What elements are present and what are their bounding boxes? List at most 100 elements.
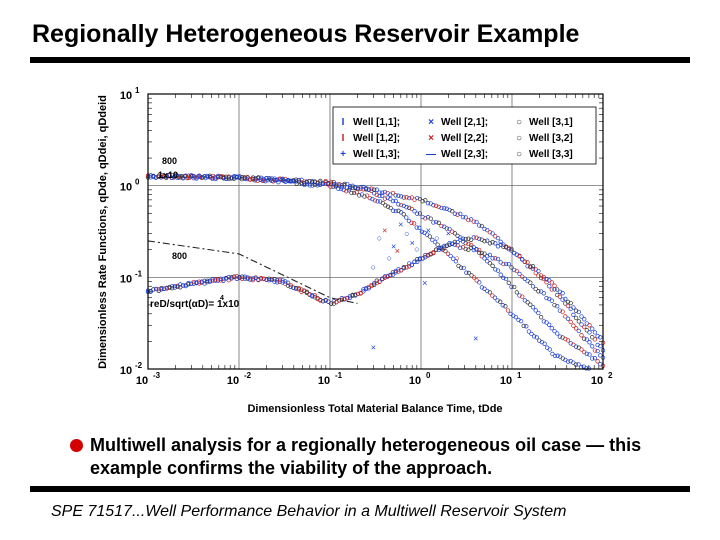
legend-symbol: ○: [516, 133, 522, 144]
data-point: [445, 251, 451, 256]
data-point: [598, 335, 603, 340]
data-point: [452, 211, 458, 216]
data-point: [283, 279, 288, 284]
data-point: [474, 219, 479, 225]
data-point: [350, 183, 355, 188]
data-point: [550, 351, 555, 357]
data-point: [328, 301, 334, 306]
data-point: [503, 304, 508, 309]
data-point: [571, 323, 576, 328]
data-point: [477, 247, 482, 253]
data-point: [260, 178, 265, 183]
data-point: [245, 276, 250, 281]
data-point: [336, 186, 341, 191]
data-point: [487, 261, 493, 266]
data-point: [393, 193, 398, 198]
data-point: [536, 268, 541, 274]
data-point: [518, 318, 524, 324]
data-point: [582, 317, 587, 322]
data-point: [565, 359, 571, 364]
data-point: [380, 190, 385, 195]
data-point: [361, 187, 366, 192]
data-point: [584, 351, 589, 356]
data-point: [409, 262, 414, 267]
data-point: [479, 250, 484, 256]
chart-annotation: reD/sqrt(αD)= 1x10: [150, 299, 240, 310]
data-point-marker: ×: [398, 220, 403, 230]
data-point: [328, 184, 333, 189]
data-point: [436, 204, 441, 210]
title-divider: [30, 57, 690, 63]
y-tick-label: 10: [120, 182, 132, 194]
data-point: [444, 243, 449, 248]
data-point: [576, 309, 581, 315]
data-point: [530, 264, 536, 269]
data-point: [264, 277, 269, 282]
data-point: [388, 272, 393, 278]
data-point: [248, 277, 253, 283]
data-point: [361, 287, 366, 292]
data-point: [455, 243, 460, 248]
data-point: [555, 353, 560, 358]
data-point: [269, 277, 274, 283]
data-point: [320, 181, 325, 187]
data-point: [280, 280, 285, 285]
data-point: [538, 315, 544, 320]
data-series: ○×××○○××○ ×○×○×××○○: [145, 172, 606, 371]
data-point: [471, 219, 476, 224]
data-point: [501, 275, 506, 281]
data-point: [474, 247, 479, 252]
x-tick-label: 10: [318, 375, 330, 387]
data-point: [382, 274, 388, 279]
data-point: [172, 285, 178, 290]
data-point: [431, 250, 436, 255]
data-point: [436, 220, 441, 225]
data-point: [390, 190, 396, 196]
data-point-marker: ×: [410, 238, 415, 248]
data-point: [492, 295, 498, 300]
y-tick-label: 10: [120, 90, 132, 102]
data-point: [216, 174, 221, 179]
data-point: [531, 334, 537, 339]
x-tick-label: 10: [500, 375, 512, 387]
data-point: [541, 319, 546, 324]
data-point: [328, 179, 334, 185]
data-point: [464, 270, 469, 275]
y-tick-label: 10: [120, 273, 132, 285]
data-point: [286, 178, 292, 184]
data-point: [474, 278, 479, 283]
data-point: [506, 261, 511, 267]
data-point: [315, 183, 320, 188]
data-point-marker: ○: [377, 233, 382, 243]
data-point: [428, 252, 433, 257]
data-point: [178, 282, 183, 287]
data-point: [516, 317, 521, 323]
data-point: [375, 199, 380, 204]
data-point: [498, 299, 503, 304]
data-point: [312, 293, 318, 298]
data-point: [318, 180, 323, 185]
data-point: [354, 190, 359, 195]
data-point: [190, 173, 195, 179]
data-point: [167, 285, 172, 291]
data-point: [182, 173, 187, 179]
data-point: [346, 188, 352, 193]
data-point: [331, 179, 336, 185]
data-point: [205, 278, 210, 283]
data-point: [530, 305, 536, 310]
data-point: [439, 205, 444, 211]
data-point: [272, 277, 277, 282]
data-point: [415, 211, 420, 216]
data-point: [404, 205, 409, 210]
data-point: [536, 310, 541, 316]
page-title: Regionally Heterogeneous Reservoir Examp…: [32, 20, 580, 48]
data-point: [490, 293, 495, 298]
data-point: [571, 342, 576, 347]
data-point: [573, 326, 579, 331]
data-point: [171, 175, 177, 180]
data-point: [179, 174, 185, 179]
data-point: [509, 265, 514, 270]
data-point: [525, 260, 530, 265]
data-point: [547, 347, 552, 352]
data-point: [563, 314, 568, 319]
